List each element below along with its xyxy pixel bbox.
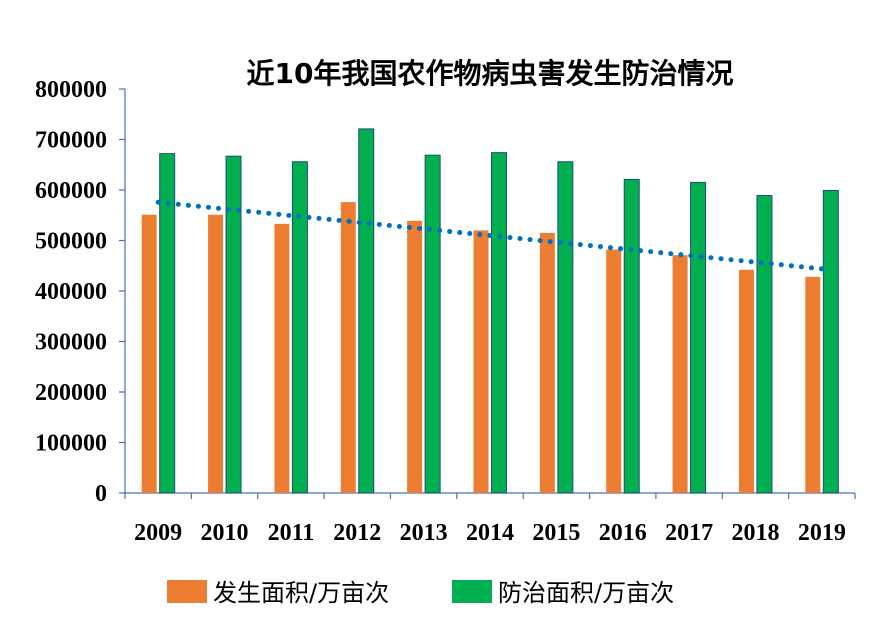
- y-tick-label: 100000: [35, 431, 107, 457]
- x-tick-label: 2009: [134, 520, 182, 546]
- bar-control-area: [822, 190, 839, 494]
- bar-occurrence-area: [473, 230, 489, 493]
- chart-title: 近10年我国农作物病虫害发生防治情况: [247, 57, 734, 90]
- bar-occurrence-area: [407, 220, 423, 493]
- bar-control-area: [358, 128, 375, 494]
- x-tick-label: 2016: [599, 520, 647, 546]
- y-tick-label: 0: [95, 481, 107, 507]
- bar-control-area: [225, 155, 242, 494]
- bar-control-area: [557, 161, 574, 494]
- legend-label: 防治面积/万亩次: [498, 579, 674, 607]
- trendline-occurrence-area: [155, 199, 825, 272]
- bar-occurrence-area: [672, 255, 688, 493]
- bar-control-area: [291, 161, 308, 494]
- bar-occurrence-area: [141, 214, 157, 493]
- y-tick-label: 200000: [35, 380, 107, 406]
- legend-label: 发生面积/万亩次: [213, 579, 389, 607]
- bar-control-area: [424, 154, 441, 494]
- y-tick-label: 600000: [35, 178, 107, 204]
- bar-occurrence-area: [274, 223, 290, 493]
- x-tick-label: 2019: [798, 520, 846, 546]
- x-tick-label: 2010: [201, 520, 249, 546]
- x-tick-label: 2012: [333, 520, 381, 546]
- bar-occurrence-area: [539, 232, 555, 494]
- legend-swatch: [452, 580, 492, 603]
- bar-occurrence-area: [208, 214, 224, 493]
- y-tick-label: 800000: [35, 77, 107, 103]
- y-tick-label: 300000: [35, 330, 107, 356]
- bar-control-area: [690, 181, 707, 494]
- bar-occurrence-area: [340, 202, 356, 493]
- bar-control-area: [623, 178, 640, 494]
- x-tick-label: 2013: [400, 520, 448, 546]
- bar-occurrence-area: [606, 249, 622, 493]
- bar-occurrence-area: [805, 276, 821, 493]
- bar-control-area: [491, 152, 507, 494]
- legend: 发生面积/万亩次 防治面积/万亩次: [167, 579, 674, 607]
- bar-control-area: [756, 195, 773, 494]
- trendline: [155, 199, 825, 272]
- y-axis: 0 100000 200000 300000 400000 500000 600000 700…: [35, 77, 126, 507]
- y-tick-label: 400000: [35, 279, 107, 305]
- y-tick-label: 500000: [35, 229, 107, 255]
- x-tick-label: 2014: [466, 520, 514, 546]
- bar-control-area: [159, 153, 176, 494]
- x-tick-label: 2017: [665, 520, 713, 546]
- x-tick-label: 2018: [731, 520, 779, 546]
- bars: [141, 128, 839, 494]
- x-tick-label: 2011: [268, 520, 315, 546]
- legend-swatch: [167, 580, 207, 603]
- y-tick-label: 700000: [35, 128, 107, 154]
- x-axis: 2009 2010 2011 2012 2013 2014 2015 2016 2017 2018…: [124, 492, 856, 546]
- x-tick-label: 2015: [532, 520, 580, 546]
- bar-occurrence-area: [738, 269, 754, 493]
